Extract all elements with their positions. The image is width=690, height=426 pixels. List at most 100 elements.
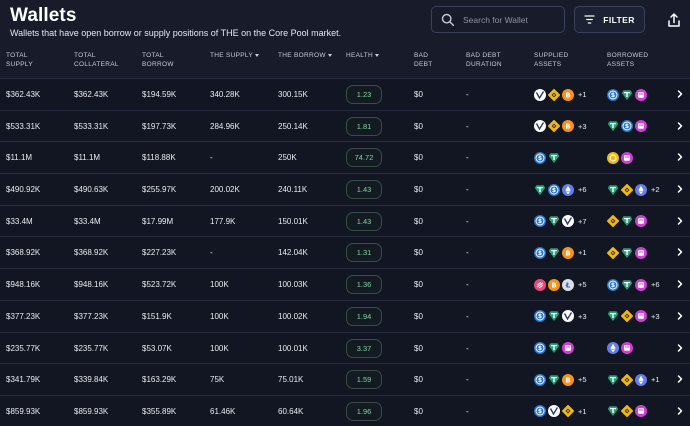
eth-token-icon <box>635 183 647 196</box>
more-assets-count: +2 <box>651 185 660 195</box>
table-row[interactable]: $859.93K $859.93K $355.89K 61.46K 60.64K 1.96… <box>0 394 690 426</box>
usdc-token-icon: $ <box>534 405 546 418</box>
usdc-token-icon: $ <box>534 151 546 164</box>
table-row[interactable]: $533.31K $533.31K $197.73K 284.96K 250.14K 1.… <box>0 109 690 142</box>
btc-token-icon: B <box>562 120 574 133</box>
chevron-right-icon[interactable] <box>675 342 685 354</box>
health-badge: 1.94 <box>346 306 382 326</box>
table-row[interactable]: $368.92K $368.92K $227.23K - 142.04K 1.31 $0 - $… <box>0 236 690 269</box>
page-title: Wallets <box>10 5 77 26</box>
health-badge: 1.23 <box>346 85 382 104</box>
supplied-assets-cell: $ B +5 <box>534 364 587 395</box>
chevron-right-icon[interactable] <box>675 183 685 195</box>
sort-arrow-icon <box>254 53 259 57</box>
table-row[interactable]: $235.77K $235.77K $53.07K 100K 100.01K 3.37 $0… <box>0 331 690 364</box>
column-header-the-supply[interactable]: THE SUPPLY <box>210 51 259 60</box>
the-token-icon <box>562 342 574 354</box>
more-assets-count: +5 <box>578 375 587 385</box>
health-cell: 1.36 <box>346 269 382 300</box>
column-header-line1: HEALTH <box>346 52 373 59</box>
chevron-right-icon[interactable] <box>675 88 685 100</box>
eth-token-icon <box>635 373 647 386</box>
health-badge: 1.81 <box>346 116 382 136</box>
usdt-token-icon <box>607 121 619 132</box>
total-borrow-cell: $227.23K <box>142 248 177 258</box>
fdusd-token-icon <box>607 151 619 164</box>
borrowed-assets-cell: +1 <box>607 364 660 395</box>
the-borrow-cell: 75.01K <box>278 375 304 385</box>
chevron-right-icon[interactable] <box>675 310 685 322</box>
total-supply-cell: $341.79K <box>6 375 41 385</box>
usdt-token-icon <box>621 248 633 258</box>
more-assets-count: +1 <box>651 375 660 385</box>
svg-text:$: $ <box>538 314 542 321</box>
health-cell: 1.59 <box>346 364 382 395</box>
health-badge: 3.37 <box>346 338 382 358</box>
search-wallet-input[interactable]: Search for Wallet <box>431 6 565 33</box>
chevron-right-icon[interactable] <box>675 215 685 227</box>
table-row[interactable]: $33.4M $33.4M $17.99M 177.9K 150.01K 1.43 $0 - $… <box>0 204 690 237</box>
bad-debt-cell: $0 <box>414 375 423 385</box>
column-header-line2: BORROW <box>142 61 174 68</box>
usdc-token-icon: $ <box>534 310 546 323</box>
total-supply-cell: $533.31K <box>6 121 41 131</box>
svg-text:B: B <box>565 376 570 384</box>
borrowed-assets-cell <box>607 142 635 173</box>
total-collateral-cell: $11.1M <box>74 153 101 163</box>
the-supply-cell: - <box>210 248 213 258</box>
health-badge: 1.31 <box>346 243 382 263</box>
column-header-line1: SUPPLIED <box>534 52 569 59</box>
filter-button[interactable]: FILTER <box>574 6 645 33</box>
table-row[interactable]: $11.1M $11.1M $118.88K - 250K 74.72 $0 - $ <box>0 141 690 174</box>
table-row[interactable]: $490.92K $490.63K $255.97K 200.02K 240.11K 1.… <box>0 173 690 205</box>
column-header-supplied-assets: SUPPLIED ASSETS <box>534 51 569 69</box>
more-assets-count: +3 <box>578 121 587 131</box>
supplied-assets-cell: B +1 <box>534 79 587 110</box>
total-supply-cell: $490.92K <box>6 185 41 195</box>
column-header-health[interactable]: HEALTH <box>346 51 379 60</box>
usdt-token-icon <box>607 311 619 322</box>
the-token-icon <box>635 246 647 259</box>
the-borrow-cell: 240.11K <box>278 185 308 195</box>
chevron-right-icon[interactable] <box>675 151 685 163</box>
table-row[interactable]: $948.16K $948.16K $523.72K 100K 100.03K 1.36 $… <box>0 268 690 300</box>
bad-debt-duration-cell: - <box>466 90 469 99</box>
svg-text:$: $ <box>538 155 542 162</box>
chevron-right-icon[interactable] <box>675 405 685 417</box>
chevron-right-icon[interactable] <box>675 246 685 258</box>
btc-token-icon: B <box>562 246 574 259</box>
table-row[interactable]: $377.23K $377.23K $151.9K 100K 100.02K 1.94 $0… <box>0 299 690 332</box>
bad-debt-cell: $0 <box>414 216 423 226</box>
total-supply-cell: $362.43K <box>6 90 41 99</box>
filter-label: FILTER <box>603 14 635 25</box>
column-header-the-borrow[interactable]: THE BORROW <box>278 51 332 60</box>
share-icon[interactable] <box>666 12 682 28</box>
usdt-token-icon <box>621 216 633 227</box>
borrowed-assets-cell <box>607 237 649 268</box>
health-cell: 1.23 <box>346 79 382 110</box>
svg-text:$: $ <box>625 123 629 130</box>
the-token-icon <box>635 405 647 418</box>
total-borrow-cell: $194.59K <box>142 90 177 99</box>
the-supply-cell: - <box>210 153 213 163</box>
total-supply-cell: $368.92K <box>6 248 41 258</box>
page-header: Wallets Wallets that have open borrow or… <box>0 0 690 44</box>
health-cell: 1.43 <box>346 174 382 205</box>
table-row[interactable]: $362.43K $362.43K $194.59K 340.28K 300.15K 1.… <box>0 78 690 110</box>
column-header-total-borrow: TOTAL BORROW <box>142 51 174 69</box>
svg-text:B: B <box>565 91 570 99</box>
chevron-right-icon[interactable] <box>675 120 685 132</box>
table-row[interactable]: $341.79K $339.84K $163.29K 75K 75.01K 1.59 $0 -… <box>0 363 690 395</box>
chevron-right-icon[interactable] <box>675 278 685 290</box>
the-borrow-cell: 250.14K <box>278 121 308 131</box>
bnb-token-icon <box>621 183 633 196</box>
usdt-token-icon <box>548 248 560 258</box>
total-supply-cell: $948.16K <box>6 280 41 290</box>
chevron-right-icon[interactable] <box>675 373 685 385</box>
svg-text:$: $ <box>611 92 615 99</box>
health-cell: 1.31 <box>346 237 382 268</box>
health-badge: 74.72 <box>346 148 382 168</box>
total-borrow-cell: $118.88K <box>142 153 176 163</box>
bad-debt-duration-cell: - <box>466 280 469 290</box>
bnb-token-icon <box>548 88 560 101</box>
